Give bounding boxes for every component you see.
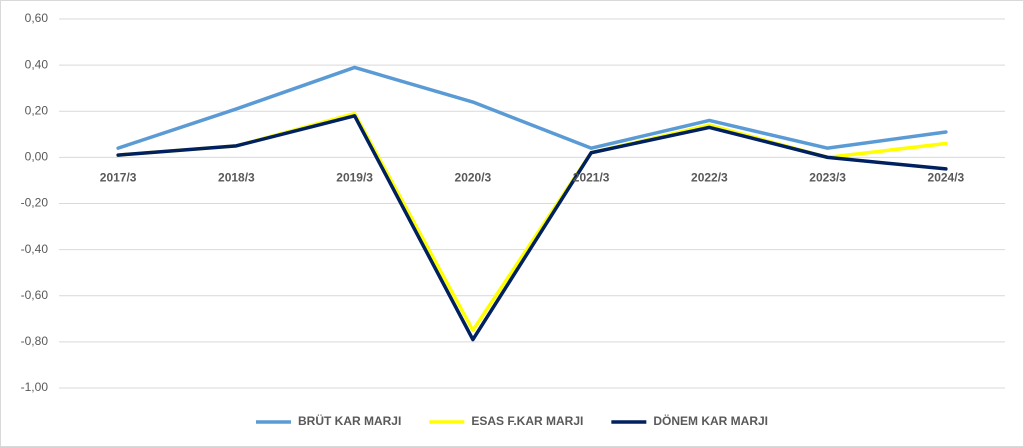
series-line	[116, 65, 948, 150]
y-tick-label: -0,20	[21, 196, 49, 210]
plot	[116, 65, 948, 342]
y-tick-label: 0,60	[25, 11, 49, 25]
x-tick-label: 2017/3	[100, 171, 137, 185]
legend-label: DÖNEM KAR MARJI	[653, 413, 768, 428]
x-tick-label: 2020/3	[455, 171, 492, 185]
legend-label: BRÜT KAR MARJI	[298, 413, 401, 428]
y-tick-label: 0,00	[25, 150, 49, 164]
x-tick-label: 2019/3	[336, 171, 373, 185]
x-tick-label: 2018/3	[218, 171, 255, 185]
labels: -1,00 -0,80 -0,60 -0,40 -0,20 0,00 0,20 0,40 0,6…	[21, 11, 965, 394]
legend: BRÜT KAR MARJI ESAS F.KAR MARJI DÖNEM KAR …	[255, 413, 768, 428]
y-tick-label: -0,40	[21, 242, 49, 256]
x-tick-label: 2021/3	[573, 171, 610, 185]
x-tick-label: 2023/3	[809, 171, 846, 185]
series-line	[116, 114, 948, 342]
y-tick-label: 0,40	[25, 57, 49, 71]
grid	[59, 18, 1005, 389]
x-tick-label: 2022/3	[691, 171, 728, 185]
y-tick-label: -0,80	[21, 334, 49, 348]
y-tick-label: -0,60	[21, 288, 49, 302]
x-tick-label: 2024/3	[928, 171, 965, 185]
y-tick-label: 0,20	[25, 103, 49, 117]
legend-label: ESAS F.KAR MARJI	[471, 414, 583, 428]
y-tick-label: -1,00	[21, 380, 49, 394]
